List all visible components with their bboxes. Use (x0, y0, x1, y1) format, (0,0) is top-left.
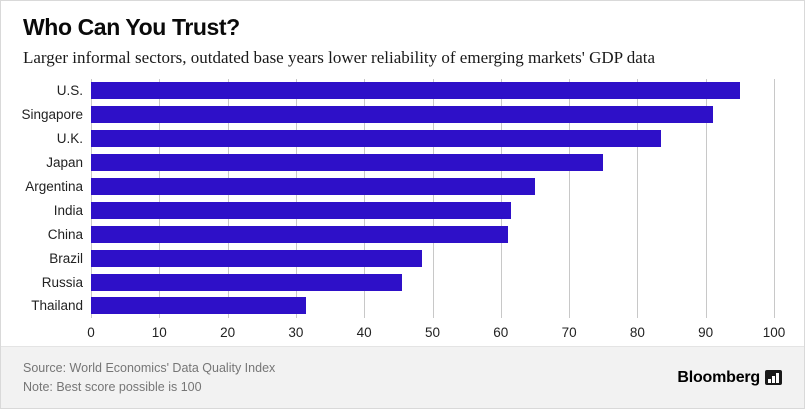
category-label: U.K. (56, 130, 83, 146)
category-label: Russia (41, 274, 83, 290)
bar (91, 129, 662, 147)
gridline (432, 78, 434, 318)
bloomberg-terminal-icon (765, 370, 782, 385)
category-label: India (53, 202, 83, 218)
bar (91, 297, 307, 315)
category-label: U.S. (56, 83, 83, 99)
bar-track (91, 177, 774, 195)
tick-label: 10 (151, 325, 167, 340)
footer: Source: World Economics' Data Quality In… (1, 346, 804, 408)
source-block: Source: World Economics' Data Quality In… (23, 359, 275, 397)
tick-label: 0 (87, 325, 95, 340)
bar-row: Russia (1, 272, 774, 292)
tick-label: 20 (220, 325, 236, 340)
bar (91, 82, 740, 100)
gridline (364, 78, 366, 318)
gridline (569, 78, 571, 318)
bar-track (91, 153, 774, 171)
category-label: China (47, 226, 83, 242)
category-label: Thailand (31, 298, 83, 314)
gridline (159, 78, 161, 318)
bar-row: India (1, 200, 774, 220)
bar-row: Singapore (1, 105, 774, 125)
tick-label: 70 (561, 325, 577, 340)
brand: Bloomberg (677, 369, 782, 387)
bar-row: Argentina (1, 176, 774, 196)
bar-track (91, 82, 774, 100)
category-label: Argentina (25, 178, 83, 194)
bar (91, 273, 402, 291)
bar-track (91, 129, 774, 147)
bar-rows: U.S. Singapore U.K. Japan Argentina India Chin… (1, 79, 774, 318)
gridline (500, 78, 502, 318)
tick-label: 30 (288, 325, 304, 340)
category-label: Singapore (21, 107, 83, 123)
bar-row: Brazil (1, 248, 774, 268)
tick-label: 50 (424, 325, 441, 340)
tick-label: 60 (493, 325, 509, 340)
bar-track (91, 273, 774, 291)
bar-row: China (1, 224, 774, 244)
tick-label: 40 (356, 325, 372, 340)
gridline (637, 78, 639, 318)
gridline (295, 78, 297, 318)
bar (91, 106, 713, 124)
bar (91, 201, 512, 219)
chart-subtitle: Larger informal sectors, outdated base y… (23, 48, 656, 68)
tick-label: 100 (762, 325, 786, 340)
bar-row: U.S. (1, 81, 774, 101)
source-text: Source: World Economics' Data Quality In… (23, 360, 276, 375)
tick-label: 80 (629, 325, 645, 340)
bar (91, 249, 423, 267)
bar-chart: U.S. Singapore U.K. Japan Argentina India Chin… (1, 78, 804, 346)
bar-track (91, 201, 774, 219)
bar-track (91, 249, 774, 267)
bar-track (91, 225, 774, 243)
tick-label: 90 (698, 325, 714, 340)
gridline (705, 78, 707, 318)
bar-track (91, 297, 774, 315)
header: Who Can You Trust? Larger informal secto… (1, 1, 804, 69)
note-text: Note: Best score possible is 100 (23, 379, 202, 394)
bar-row: Thailand (1, 296, 774, 316)
gridline (774, 78, 775, 318)
grid-layer (91, 78, 775, 318)
gridline (91, 78, 92, 318)
x-axis: 0 10 20 30 40 50 60 70 80 90 100 (87, 320, 785, 346)
bloomberg-logo: Bloomberg (677, 368, 760, 386)
bar-row: Japan (1, 152, 774, 172)
bar (91, 225, 508, 243)
bar (91, 153, 604, 171)
category-label: Brazil (49, 250, 83, 266)
bar-row: U.K. (1, 128, 774, 148)
category-label: Japan (46, 154, 83, 170)
gridline (227, 78, 229, 318)
bar-track (91, 106, 774, 124)
bar (91, 177, 535, 195)
chart-title: Who Can You Trust? (23, 14, 240, 40)
